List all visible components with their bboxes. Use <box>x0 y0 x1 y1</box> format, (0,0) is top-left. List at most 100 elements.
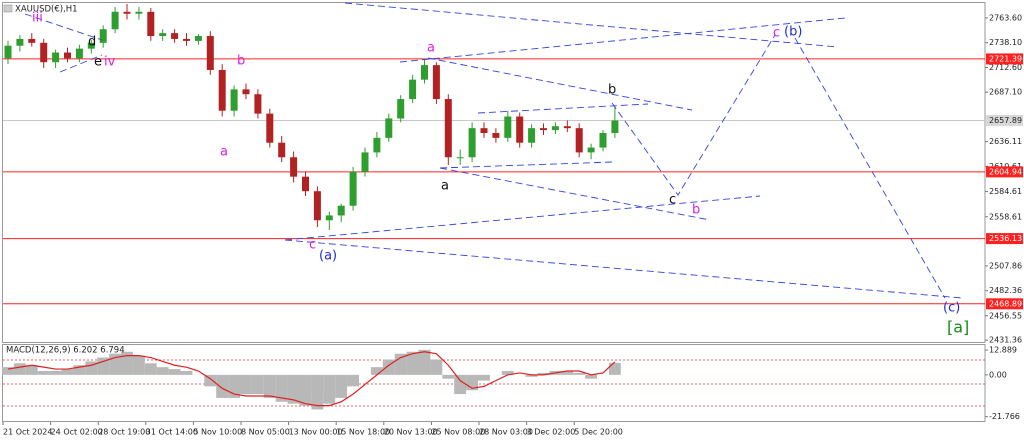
trend-line <box>399 17 846 63</box>
candle-body <box>361 152 369 172</box>
wave-label: [a] <box>947 318 969 337</box>
candle-body <box>516 116 524 143</box>
macd-bar <box>382 359 395 375</box>
y-tick-label: 2584.61 <box>989 187 1022 196</box>
projection-path <box>611 34 776 196</box>
candle-body <box>492 133 500 138</box>
candle-body <box>587 147 595 153</box>
y-tick-label: 2431.36 <box>989 336 1022 345</box>
candle-body <box>28 38 36 43</box>
macd-bar <box>228 374 240 398</box>
macd-bar <box>537 372 550 375</box>
macd-bar <box>311 374 324 410</box>
macd-panel-frame <box>2 344 986 422</box>
macd-bar <box>608 362 621 375</box>
macd-bar <box>323 374 336 404</box>
macd-bar <box>394 353 407 375</box>
trend-line <box>477 103 649 114</box>
wave-label: b <box>237 54 245 69</box>
y-tick-label: 2712.60 <box>989 63 1022 72</box>
candle-body <box>206 36 214 70</box>
price-level-label: 2604.94 <box>989 167 1022 176</box>
wave-labels: iii d e iv b a c (a) a a b c b c (b) (c)… <box>32 11 969 337</box>
macd-bar <box>73 365 86 375</box>
x-tick-label: 25 Nov 08:00 <box>431 428 485 437</box>
macd-bar <box>585 374 597 379</box>
candle-body <box>218 69 226 111</box>
candle-body <box>135 11 143 14</box>
macd-bar <box>454 374 467 395</box>
current-price-box <box>986 115 1023 127</box>
chart-title: XAUUSD(€),H1 <box>15 5 78 15</box>
macd-bar <box>240 374 252 395</box>
candle-body <box>147 11 155 37</box>
y-tick-label: 12.889 <box>989 346 1017 355</box>
marks: 2763.602738.102712.602687.102636.112610.… <box>2 4 1023 437</box>
trend-line <box>24 13 103 41</box>
wave-label: iii <box>32 11 43 26</box>
macd-title: MACD(12,26,9) 6.202 6.794 <box>6 346 125 356</box>
macd-bar <box>25 365 38 375</box>
macd-bar <box>287 374 300 404</box>
macd-bar <box>168 369 181 375</box>
trend-line <box>284 195 761 241</box>
macd-bar <box>418 349 431 375</box>
candle-body <box>373 137 381 153</box>
macd-bar <box>97 357 110 375</box>
symbol-icon <box>3 4 13 13</box>
macd-bar <box>251 374 264 395</box>
y-tick-label: 2558.61 <box>989 212 1022 221</box>
macd-bar <box>216 374 229 398</box>
macd-bar <box>2 367 14 375</box>
candle-body <box>171 33 179 39</box>
macd-bar <box>299 374 312 406</box>
macd-bar <box>430 359 443 375</box>
candle-body <box>302 176 309 192</box>
price-level-label: 2468.89 <box>989 299 1022 308</box>
wave-label: (c) <box>943 301 960 316</box>
candle-body <box>230 89 238 111</box>
wave-label: (b) <box>784 25 802 40</box>
candle-body <box>504 116 512 138</box>
candle-body <box>111 11 119 30</box>
candle-body <box>87 42 95 49</box>
wave-label: c <box>669 193 676 208</box>
macd-bar <box>478 374 490 381</box>
wave-label: b <box>608 83 616 98</box>
wave-label: c <box>773 26 780 41</box>
y-tick-label: 2507.86 <box>989 262 1022 271</box>
candle-body <box>480 128 488 134</box>
x-tick-label: 28 Nov 03:00 <box>479 428 533 437</box>
trend-line <box>439 161 613 169</box>
candle-body <box>397 99 405 119</box>
wave-label: b <box>692 203 700 218</box>
main-panel-frame <box>2 2 986 343</box>
x-tick-label: 21 Oct 2024 <box>3 428 52 437</box>
x-tick-label: 15 Nov 18:00 <box>336 428 390 437</box>
price-level-box <box>986 298 1023 310</box>
y-tick-label: 2763.60 <box>989 13 1022 22</box>
candle-body <box>528 128 536 143</box>
y-tick-label: 2482.36 <box>989 286 1022 295</box>
candle-body <box>432 65 440 100</box>
candle-body <box>468 128 476 158</box>
macd-bar <box>37 371 50 375</box>
candle-body <box>349 171 357 206</box>
candle-body <box>194 36 202 41</box>
wave-label: e <box>94 55 102 70</box>
macd-bar <box>501 371 514 375</box>
wave-label: d <box>88 35 96 50</box>
candle-body <box>183 38 190 41</box>
macd-bar <box>466 374 478 391</box>
x-tick-label: 5 Dec 20:00 <box>574 428 623 437</box>
macd-bar <box>109 353 121 375</box>
candle-body <box>337 205 345 216</box>
price-level-box <box>986 233 1023 245</box>
y-tick-label: -21.766 <box>989 412 1020 421</box>
candle-body <box>266 113 274 143</box>
x-tick-label: 8 Nov 05:00 <box>241 428 290 437</box>
x-tick-label: 28 Oct 19:00 <box>98 428 150 437</box>
macd-bar <box>370 367 383 375</box>
